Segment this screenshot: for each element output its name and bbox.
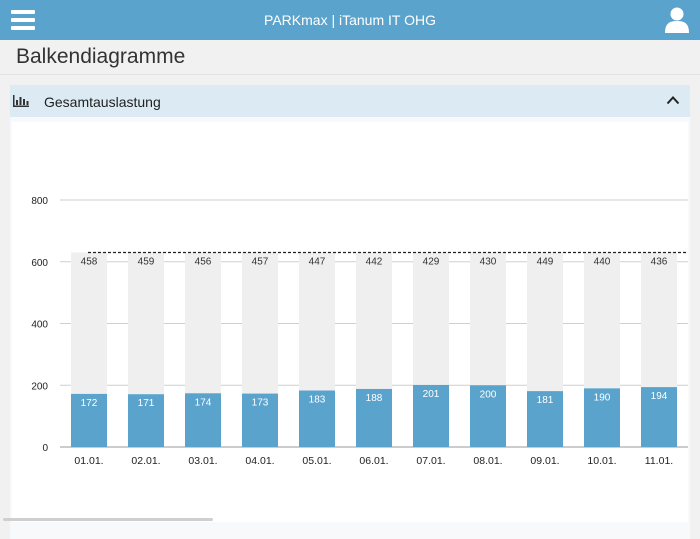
y-tick-label: 400 xyxy=(31,320,48,331)
bar-used-label: 188 xyxy=(366,393,383,404)
bar-free xyxy=(356,252,392,389)
bar-free xyxy=(470,252,506,386)
bar-used-label: 174 xyxy=(195,397,212,408)
y-tick-label: 0 xyxy=(42,443,48,454)
x-tick-label: 01.01. xyxy=(74,455,103,467)
bar-free xyxy=(299,252,335,391)
x-tick-label: 04.01. xyxy=(245,455,274,467)
bar-chart-icon xyxy=(13,95,29,107)
y-tick-label: 600 xyxy=(31,258,48,269)
bar-free-label: 447 xyxy=(309,256,326,267)
top-bar: PARKmax | iTanum IT OHG xyxy=(0,0,700,40)
bar-used xyxy=(413,384,449,447)
horizontal-scrollbar[interactable] xyxy=(3,518,213,521)
bar-used xyxy=(641,387,677,447)
bar-free xyxy=(641,252,677,388)
app-title: PARKmax | iTanum IT OHG xyxy=(264,12,436,28)
y-tick-label: 200 xyxy=(31,381,48,392)
bar-free-label: 442 xyxy=(366,256,383,267)
bar-chart: 0 200 400 600 800 458 172 01.01. 459 171 02.01. 456… xyxy=(12,122,688,522)
panel-header[interactable]: Gesamtauslastung xyxy=(10,85,690,117)
bar-used-label: 201 xyxy=(423,389,440,400)
bar-free-label: 429 xyxy=(423,256,440,267)
bar-used xyxy=(185,393,221,447)
bar-used-label: 194 xyxy=(651,391,668,402)
bar-free-label: 458 xyxy=(81,256,98,267)
bar-free-label: 457 xyxy=(252,256,269,267)
bar-free xyxy=(242,252,278,394)
bar-free-label: 436 xyxy=(651,256,668,267)
bar-used xyxy=(299,390,335,447)
bar-used xyxy=(470,385,506,447)
bar-free xyxy=(584,252,620,389)
bar-free xyxy=(413,252,449,385)
chevron-up-icon[interactable] xyxy=(666,95,680,105)
x-tick-label: 08.01. xyxy=(473,455,502,467)
bar-free xyxy=(128,252,164,395)
page-title-bar xyxy=(0,40,700,75)
y-tick-label: 800 xyxy=(31,196,48,207)
bar-used-label: 190 xyxy=(594,392,611,403)
x-tick-label: 06.01. xyxy=(359,455,388,467)
panel-title: Gesamtauslastung xyxy=(44,94,161,110)
bar-used-label: 183 xyxy=(309,394,326,405)
x-tick-label: 03.01. xyxy=(188,455,217,467)
user-icon[interactable] xyxy=(665,7,689,33)
bar-used xyxy=(584,388,620,447)
bar-used xyxy=(527,391,563,447)
x-tick-label: 11.01. xyxy=(645,455,673,467)
page-title: Balkendiagramme xyxy=(16,45,186,68)
bar-free-label: 456 xyxy=(195,256,212,267)
bar-used-label: 200 xyxy=(480,389,497,400)
bar-free-label: 440 xyxy=(594,256,611,267)
bar-free xyxy=(185,252,221,394)
x-tick-label: 09.01. xyxy=(530,455,559,467)
bar-used-label: 181 xyxy=(537,395,554,406)
bar-used xyxy=(242,393,278,447)
bar-used-label: 173 xyxy=(252,398,269,409)
x-tick-label: 02.01. xyxy=(131,455,160,467)
x-tick-label: 07.01. xyxy=(416,455,445,467)
x-tick-label: 05.01. xyxy=(302,455,331,467)
bar-free xyxy=(71,252,107,394)
x-tick-label: 10.01. xyxy=(587,455,616,467)
bar-free-label: 459 xyxy=(138,256,155,267)
bar-free-label: 430 xyxy=(480,256,497,267)
bar-used xyxy=(356,388,392,447)
bar-free-label: 449 xyxy=(537,256,554,267)
bar-used xyxy=(128,394,164,447)
hamburger-menu-icon[interactable] xyxy=(11,10,35,30)
bar-used-label: 172 xyxy=(81,398,98,409)
bar-used xyxy=(71,393,107,447)
bar-free xyxy=(527,252,563,392)
bar-used-label: 171 xyxy=(138,398,155,409)
